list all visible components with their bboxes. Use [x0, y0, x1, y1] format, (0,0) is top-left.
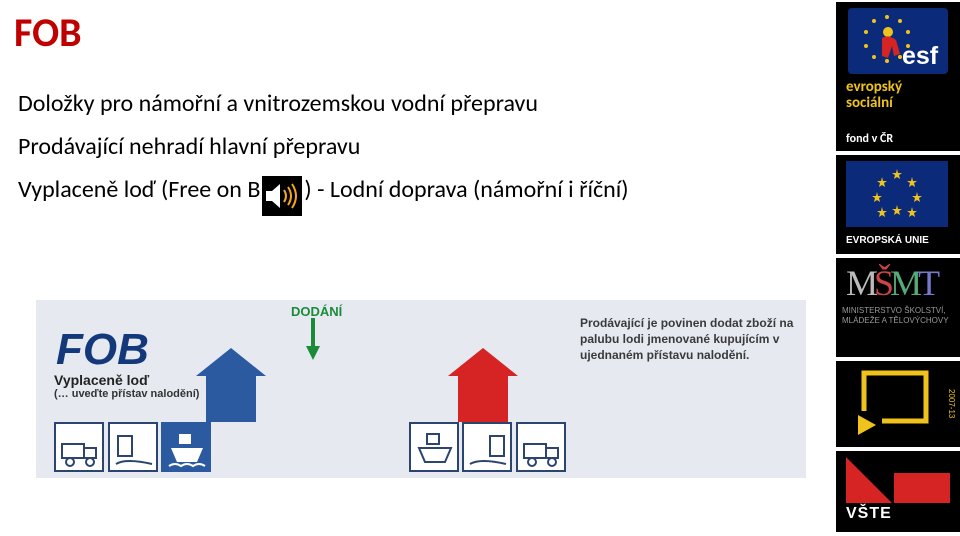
vste-text: VŠTE: [846, 505, 892, 523]
opvk-year: 2007-13: [947, 389, 956, 418]
truck-icon-1: [54, 422, 104, 472]
icons-row: [54, 422, 789, 478]
diagram-label: FOB: [56, 325, 149, 375]
esf-subtitle: evropskýsociální: [846, 80, 902, 112]
house-red-icon: [448, 348, 518, 433]
page-title: FOB: [14, 8, 820, 57]
ship-icon-active: [161, 422, 211, 472]
slide: FOB Doložky pro námořní a vnitrozemskou …: [0, 0, 960, 536]
msmt-logo: MŠMT MINISTERSTVO ŠKOLSTVÍ,MLÁDEŽE A TĚL…: [836, 258, 960, 357]
msmt-text: MINISTERSTVO ŠKOLSTVÍ,MLÁDEŽE A TĚLOVÝCH…: [842, 306, 949, 327]
opvk-logo: 2007-13: [836, 361, 960, 446]
paragraph-3: Vyplaceně loď (Free on B ) - Lodní dopra…: [18, 173, 778, 208]
msmt-big: MŠMT: [846, 262, 936, 304]
dodani-label: DODÁNÍ: [291, 304, 342, 319]
eu-text: EVROPSKÁ UNIE: [846, 235, 929, 246]
main-content: FOB Doložky pro námořní a vnitrozemskou …: [0, 0, 820, 536]
esf-logo: esf evropskýsociální fond v ČR: [836, 2, 960, 151]
para3-post: ) - Lodní doprava (námořní i říční): [304, 175, 628, 204]
fob-diagram: FOB Vyplaceně loď (… uveďte přístav nalo…: [36, 300, 806, 485]
paragraph-1: Doložky pro námořní a vnitrozemskou vodn…: [18, 87, 778, 122]
truck-icon-2: [516, 422, 566, 472]
diagram-bottom-strip: [36, 478, 806, 485]
diagram-description: Prodávající je povinen dodat zboží na pa…: [580, 315, 795, 364]
down-arrow-icon: [306, 318, 320, 360]
paragraph-2: Prodávající nehradí hlavní přepravu: [18, 130, 778, 165]
logos-sidebar: esf evropskýsociální fond v ČR EVROPSKÁ …: [836, 2, 960, 532]
diagram-subtitle: Vyplaceně loď: [54, 372, 149, 388]
speaker-icon[interactable]: [262, 176, 302, 216]
dock-icon-2: [462, 422, 512, 472]
ship-icon-2: [409, 422, 459, 472]
diagram-subtitle-2: (… uveďte přístav nalodění): [54, 388, 199, 400]
eu-logo: EVROPSKÁ UNIE: [836, 155, 960, 254]
dock-icon: [108, 422, 158, 472]
esf-fond: fond v ČR: [846, 132, 893, 146]
esf-text: esf: [902, 42, 938, 71]
body-text: Doložky pro námořní a vnitrozemskou vodn…: [18, 87, 778, 207]
para3-pre: Vyplaceně loď (Free on B: [18, 175, 260, 204]
vste-logo: VŠTE: [836, 451, 960, 532]
house-blue-icon: [196, 348, 266, 433]
